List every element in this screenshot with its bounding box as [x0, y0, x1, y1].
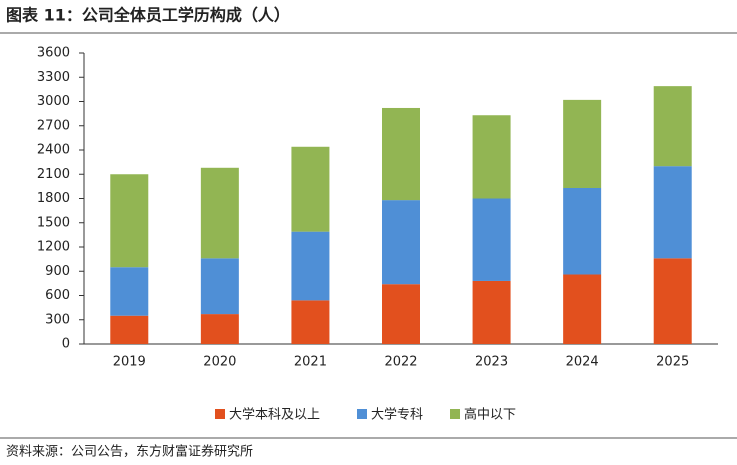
bar-segment	[110, 267, 149, 316]
bar-segment	[200, 314, 239, 344]
bar-segment	[563, 274, 602, 344]
y-tick-label: 2400	[37, 143, 70, 158]
bar-segment	[382, 284, 420, 344]
x-tick-label: 2025	[656, 355, 689, 370]
bar-segment	[563, 187, 602, 275]
y-tick-label: 1800	[37, 191, 70, 206]
y-tick-label: 0	[62, 337, 70, 352]
bar-segment	[472, 280, 511, 344]
bar-segment	[110, 174, 149, 268]
bar-segment	[291, 300, 330, 344]
chart-title: 图表 11：公司全体员工学历构成（人）	[6, 6, 290, 25]
source: 资料来源：公司公告，东方财富证券研究所	[6, 444, 253, 460]
x-tick-label: 2021	[294, 355, 327, 370]
bar-segment	[291, 231, 330, 301]
y-tick-label: 3300	[37, 70, 70, 85]
bar-segment	[653, 86, 692, 167]
legend-swatch	[215, 409, 225, 419]
bar-segment	[472, 198, 511, 281]
bar-segment	[200, 258, 239, 315]
bar-segment	[472, 115, 511, 199]
y-tick-label: 2100	[37, 167, 70, 182]
bar-segment	[382, 107, 420, 201]
bar-segment	[200, 167, 239, 259]
x-tick-label: 2020	[203, 355, 236, 370]
bar-segment	[291, 146, 330, 232]
y-tick-label: 900	[45, 264, 70, 279]
x-tick-label: 2023	[475, 355, 508, 370]
bar-segment	[653, 258, 692, 344]
y-tick-label: 1500	[37, 215, 70, 230]
legend-label: 高中以下	[464, 407, 516, 423]
x-tick-label: 2022	[384, 355, 417, 370]
y-tick-label: 3600	[37, 46, 70, 61]
y-tick-label: 1200	[37, 240, 70, 255]
bar-segment	[382, 200, 420, 285]
x-tick-label: 2019	[113, 355, 146, 370]
legend-swatch	[450, 409, 460, 419]
legend-label: 大学专科	[371, 407, 423, 423]
y-tick-label: 300	[45, 312, 70, 327]
bar-segment	[653, 166, 692, 259]
legend-swatch	[357, 409, 367, 419]
y-tick-label: 3000	[37, 94, 70, 109]
legend-label: 大学本科及以上	[229, 407, 320, 423]
bar-segment	[110, 315, 149, 344]
y-tick-label: 600	[45, 288, 70, 303]
x-tick-label: 2024	[566, 355, 599, 370]
bar-segment	[563, 99, 602, 188]
y-tick-label: 2700	[37, 118, 70, 133]
